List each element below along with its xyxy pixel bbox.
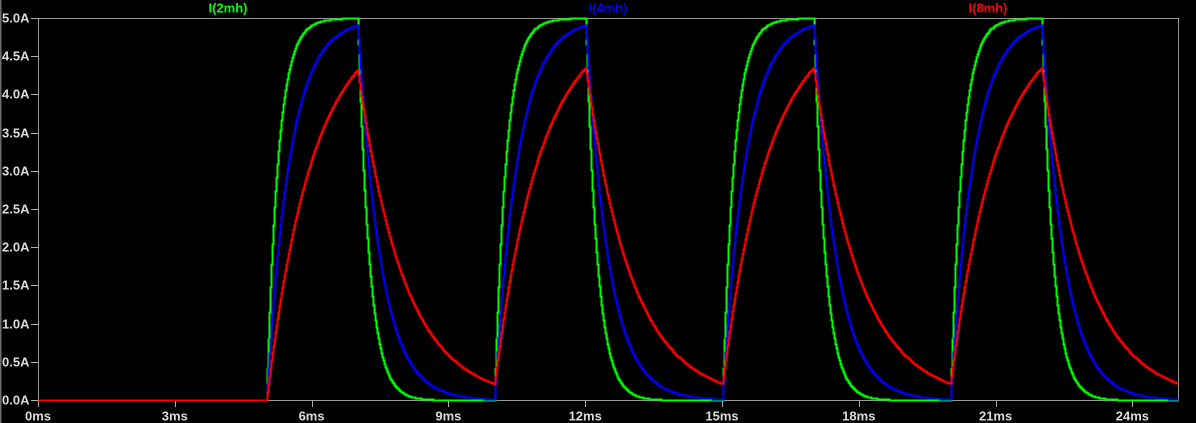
svg-text:3.0A: 3.0A bbox=[2, 164, 30, 179]
svg-text:9ms: 9ms bbox=[435, 409, 461, 423]
svg-text:21ms: 21ms bbox=[979, 409, 1012, 423]
svg-text:5.0A: 5.0A bbox=[2, 11, 30, 26]
svg-text:1.0A: 1.0A bbox=[2, 317, 30, 332]
svg-text:4.0A: 4.0A bbox=[2, 87, 30, 102]
svg-text:0.5A: 0.5A bbox=[2, 355, 30, 370]
svg-text:3.5A: 3.5A bbox=[2, 126, 30, 141]
svg-text:2.0A: 2.0A bbox=[2, 240, 30, 255]
svg-text:0.0A: 0.0A bbox=[2, 393, 30, 408]
svg-text:3ms: 3ms bbox=[162, 409, 188, 423]
svg-text:12ms: 12ms bbox=[569, 409, 602, 423]
svg-text:18ms: 18ms bbox=[842, 409, 875, 423]
svg-text:1.5A: 1.5A bbox=[2, 278, 30, 293]
svg-text:6ms: 6ms bbox=[299, 409, 325, 423]
svg-text:I(4mh): I(4mh) bbox=[589, 1, 628, 16]
svg-text:0ms: 0ms bbox=[25, 409, 51, 423]
svg-text:2.5A: 2.5A bbox=[2, 202, 30, 217]
svg-text:15ms: 15ms bbox=[705, 409, 738, 423]
svg-text:I(2mh): I(2mh) bbox=[209, 1, 248, 16]
svg-text:4.5A: 4.5A bbox=[2, 49, 30, 64]
svg-text:24ms: 24ms bbox=[1116, 409, 1149, 423]
svg-text:I(8mh): I(8mh) bbox=[969, 1, 1008, 16]
